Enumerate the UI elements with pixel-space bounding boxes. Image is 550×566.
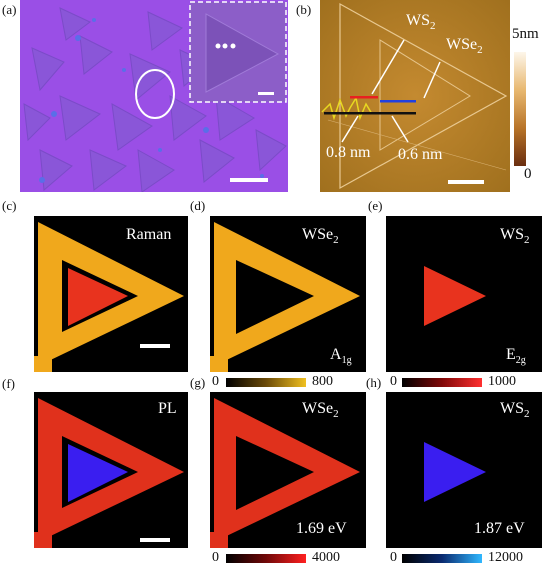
- panel-a-label: (a): [2, 2, 17, 17]
- pl-ws2-energy: 1.87 eV: [474, 520, 525, 537]
- panel-f-label: (f): [2, 376, 15, 391]
- afm-colorbar-max: 5nm: [512, 26, 539, 42]
- ws2-raman-cbar-max: 1000: [488, 374, 516, 389]
- pl-title: PL: [158, 400, 177, 417]
- afm-ws2-label: WS2: [406, 12, 436, 33]
- pl-map: [34, 392, 188, 548]
- raman-wse2-map: [210, 216, 366, 372]
- raman-wse2-title: WSe2: [302, 226, 339, 247]
- ws2-pl-cbar-max: 12000: [488, 550, 523, 565]
- pl-ws2-map: [386, 392, 542, 548]
- raman-wse2-mode: A1g: [330, 346, 352, 367]
- wse2-raman-cbar-max: 800: [312, 374, 333, 389]
- wse2-pl-cbar-max: 4000: [312, 550, 340, 565]
- raman-ws2-mode: E2g: [506, 346, 526, 367]
- raman-ws2-map: [386, 216, 542, 372]
- pl-wse2-title: WSe2: [302, 400, 339, 421]
- panel-d-label: (d): [190, 198, 206, 213]
- panel-h-label: (h): [366, 375, 382, 390]
- afm-height-1: 0.8 nm: [326, 144, 371, 161]
- afm-image: [320, 0, 510, 192]
- wse2-raman-cbar-min: 0: [212, 374, 219, 389]
- optical-image: [20, 0, 288, 192]
- ws2-pl-colorbar: [402, 554, 482, 563]
- raman-map: [34, 216, 188, 372]
- panel-e-label: (e): [368, 198, 383, 213]
- afm-colorbar: [514, 52, 526, 166]
- pl-wse2-map: [210, 392, 366, 548]
- ws2-raman-cbar-min: 0: [390, 374, 397, 389]
- wse2-pl-colorbar: [226, 554, 306, 563]
- ws2-raman-colorbar: [402, 378, 482, 387]
- ws2-pl-cbar-min: 0: [390, 550, 397, 565]
- raman-ws2-title: WS2: [500, 226, 530, 247]
- pl-ws2-title: WS2: [500, 400, 530, 421]
- pl-wse2-energy: 1.69 eV: [296, 520, 347, 537]
- raman-title: Raman: [126, 226, 172, 243]
- panel-c-label: (c): [2, 198, 17, 213]
- afm-height-2: 0.6 nm: [398, 146, 443, 163]
- panel-b-label: (b): [296, 2, 312, 17]
- afm-wse2-label: WSe2: [446, 36, 483, 57]
- panel-g-label: (g): [190, 375, 206, 390]
- afm-colorbar-min: 0: [524, 166, 532, 182]
- wse2-raman-colorbar: [226, 378, 306, 387]
- wse2-pl-cbar-min: 0: [212, 550, 219, 565]
